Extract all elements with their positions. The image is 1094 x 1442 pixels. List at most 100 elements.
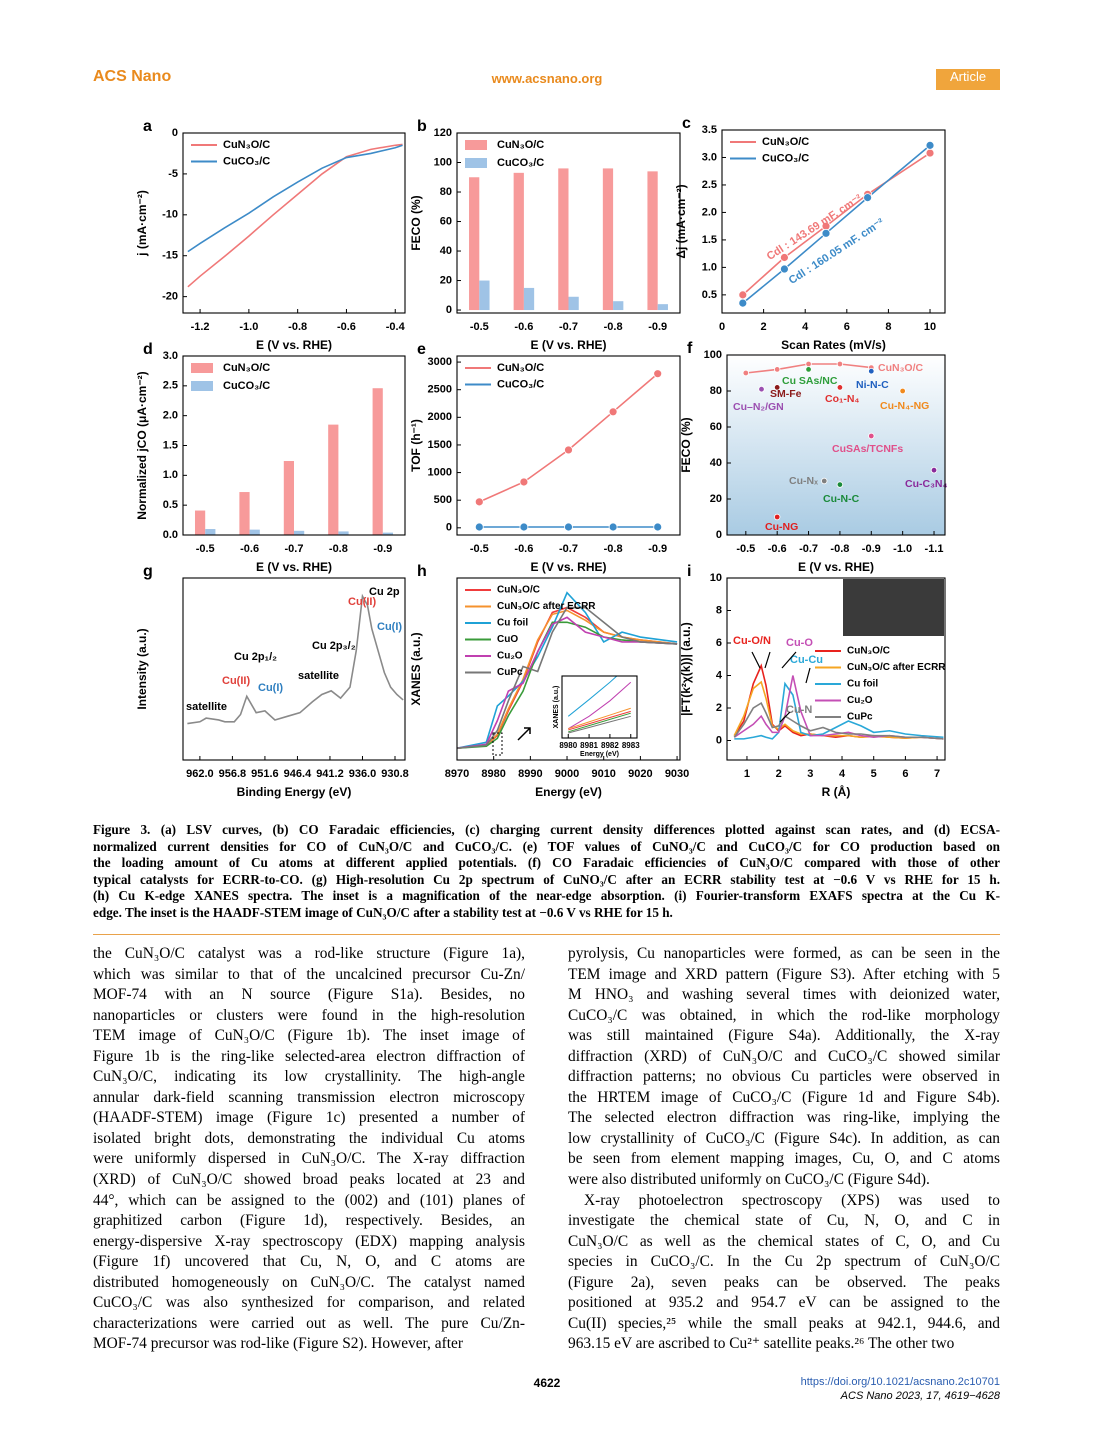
marker	[519, 477, 529, 487]
bar	[283, 461, 294, 535]
text-line: investigate the chemical state of Cu, N,…	[568, 1212, 1000, 1230]
series-line	[568, 707, 631, 730]
annotation-arrows	[751, 651, 811, 723]
x-tick-label: 2	[761, 321, 767, 333]
y-tick-label: 80	[440, 186, 452, 198]
bar	[523, 287, 535, 311]
x-tick-label: 8982	[601, 741, 619, 750]
legend-label: CuN₃O/C	[762, 136, 809, 148]
text-line: TEM image of CuN₃O/C (Figure 1b). The in…	[93, 1027, 525, 1045]
x-tick-label: 0	[719, 321, 725, 333]
text-line: diffraction patterns; no obvious Cu part…	[568, 1068, 1000, 1086]
x-tick-label: 946.4	[284, 768, 312, 780]
bar	[294, 530, 305, 535]
x-tick-label: -0.8	[830, 543, 849, 555]
marker	[653, 369, 663, 379]
legend-label: CuCO₃/C	[497, 378, 544, 390]
series-line	[478, 373, 659, 503]
series-line	[187, 144, 403, 253]
x-tick-label: 8980	[481, 768, 505, 780]
series-line	[457, 606, 678, 749]
y-axis-label: XANES (a.u.)	[553, 686, 560, 729]
annotation: Cu 2p₁/₂	[234, 651, 277, 663]
text-line: were uniformly dispersed in CuN₃O/C. The…	[93, 1150, 525, 1168]
x-tick-label: 9020	[628, 768, 652, 780]
y-tick-label: 0	[172, 127, 178, 139]
text-line: TEM image and XRD pattern (Figure S3). A…	[568, 965, 1000, 983]
point-label: Co₁-N₄	[825, 393, 859, 405]
series-line	[457, 616, 678, 749]
bar	[328, 424, 339, 535]
point-label: Cu SAs/NC	[782, 375, 838, 387]
y-tick-label: 0	[446, 304, 452, 316]
series-line	[457, 606, 678, 749]
y-tick-label: 40	[440, 245, 452, 257]
x-tick-label: -0.8	[329, 543, 348, 555]
x-tick-label: -0.9	[373, 543, 392, 555]
y-axis-label: FECO (%)	[679, 417, 693, 472]
caption-line: edge. The inset is the HAADF-STEM image …	[93, 904, 673, 920]
legend-swatch	[465, 158, 487, 168]
text-line: energy-dispersive X-ray spectroscopy (ED…	[93, 1232, 525, 1250]
marker	[821, 477, 828, 485]
y-tick-label: 3.0	[702, 151, 717, 163]
text-line: CuN₃O/C as well as the chemical states o…	[568, 1232, 1000, 1250]
y-tick-label: 20	[710, 493, 722, 505]
text-line: low crystallinity of CuCO₃/C (Figure S4c…	[568, 1129, 1000, 1147]
x-tick-label: -0.6	[514, 321, 533, 333]
text-line: species in CuCO₃/C. In the Cu 2p spectru…	[568, 1253, 1000, 1271]
marker	[925, 148, 935, 158]
annotation: Cu(I)	[377, 621, 402, 633]
text-line: 44°, which can be assigned to the (002) …	[93, 1191, 525, 1209]
point-label: Cu-C₃N₄	[905, 478, 948, 490]
y-tick-label: 1000	[428, 466, 452, 478]
text-line: Cu(II) species,²⁵ while the small peaks …	[568, 1314, 1000, 1332]
y-axis-label: TOF (h⁻¹)	[409, 419, 423, 472]
bar	[568, 296, 579, 311]
x-tick-label: 10	[924, 321, 936, 333]
plot-frame	[561, 675, 638, 739]
point-label: Ni-N-C	[856, 379, 889, 391]
y-axis-label: |FT(k²χ(k))| (a.u.)	[679, 622, 693, 716]
column-left: the CuN₃O/C catalyst was a rod-like stru…	[93, 944, 525, 1355]
marker	[780, 253, 789, 262]
x-tick-label: 962.0	[186, 768, 214, 780]
doi-link[interactable]: https://doi.org/10.1021/acsnano.2c10701	[800, 1376, 1000, 1388]
y-tick-label: 2.5	[163, 380, 178, 392]
zoom-box	[492, 732, 503, 756]
annotation: Cu-Cu	[790, 654, 823, 666]
annotation: Cu-O	[786, 637, 813, 649]
plot-area	[187, 143, 403, 288]
x-tick-label: 1	[744, 768, 750, 780]
plot-frame	[721, 129, 946, 314]
y-tick-label: 120	[434, 127, 452, 139]
x-tick-label: 6	[902, 768, 908, 780]
annotation: satellite	[298, 670, 339, 682]
x-tick-label: -0.7	[559, 543, 578, 555]
legend-swatch	[191, 363, 213, 373]
x-tick-label: -0.8	[288, 321, 307, 333]
x-tick-label: -0.5	[736, 543, 755, 555]
arrow	[517, 727, 531, 741]
marker	[863, 193, 873, 202]
x-tick-label: -0.7	[285, 543, 304, 555]
x-tick-label: 8983	[622, 741, 640, 750]
plot-background	[727, 355, 945, 535]
x-tick-label: -0.6	[768, 543, 787, 555]
legend-label: CuN₃O/C	[497, 139, 544, 151]
x-tick-label: -0.6	[337, 321, 356, 333]
column-right: pyrolysis, Cu nanoparticles were formed,…	[568, 944, 1000, 1355]
series-line	[457, 621, 678, 749]
y-tick-label: 1500	[428, 439, 452, 451]
x-tick-label: 5	[871, 768, 877, 780]
journal-url[interactable]: www.acsnano.org	[491, 71, 603, 86]
marker	[608, 522, 618, 532]
marker	[519, 522, 529, 532]
y-tick-label: 2.0	[163, 410, 178, 422]
bar	[479, 280, 490, 311]
y-tick-label: -15	[162, 250, 178, 262]
annotation: Cu 2p	[369, 586, 400, 598]
text-line: (HAADF-STEM) image (Figure 1c) presented…	[93, 1109, 525, 1127]
x-tick-label: -0.5	[196, 543, 215, 555]
bar	[469, 177, 480, 311]
